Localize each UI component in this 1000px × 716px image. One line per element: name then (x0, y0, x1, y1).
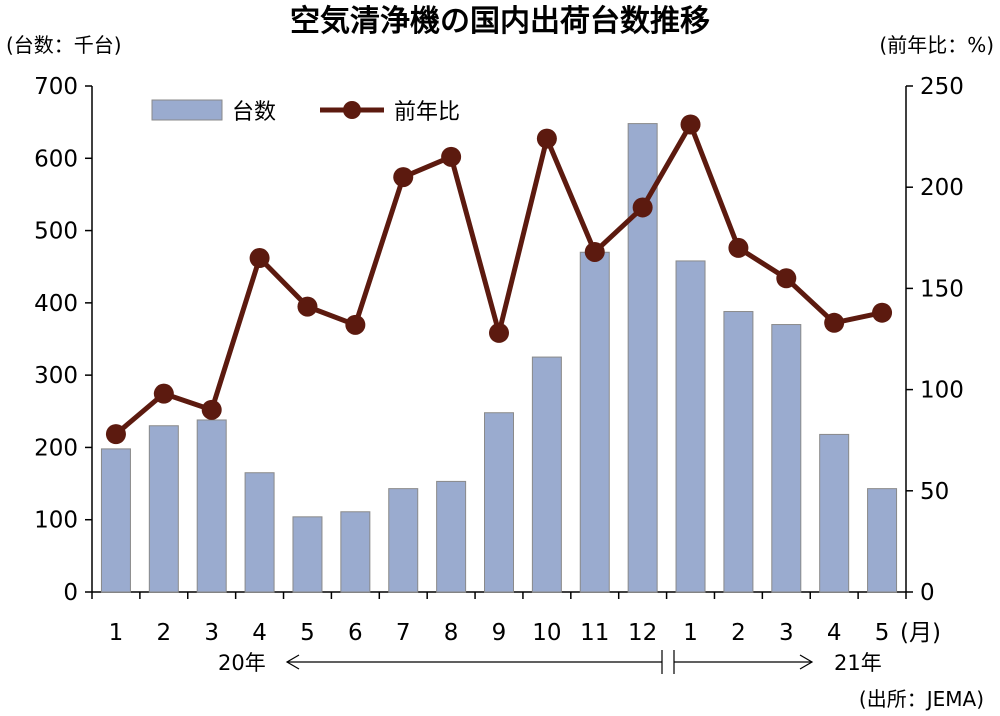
line-point (728, 237, 749, 258)
bar (531, 356, 562, 593)
x-tick-label: 1 (683, 620, 698, 646)
line-point (297, 296, 318, 317)
x-tick-label: 8 (444, 620, 459, 646)
line-point (824, 312, 845, 333)
line-point (872, 302, 893, 323)
x-tick-label: 11 (580, 620, 609, 646)
x-tick-label: 1 (109, 620, 124, 646)
legend-line-label: 前年比 (394, 100, 460, 125)
x-tick-label: 2 (731, 620, 746, 646)
legend: 台数 前年比 (151, 99, 460, 125)
bar (436, 480, 467, 593)
x-tick-label: 5 (300, 620, 315, 646)
bar-series (100, 123, 898, 593)
y-left-tick-label: 0 (63, 580, 78, 606)
y-left-tick-label: 500 (34, 219, 78, 245)
y-left-tick-label: 700 (34, 74, 78, 100)
line-path (114, 121, 883, 437)
x-tick-label: 5 (875, 620, 890, 646)
chart-title: 空気清浄機の国内出荷台数推移 (290, 4, 710, 39)
line-series (105, 114, 893, 445)
period-2020-arrow-head (285, 654, 300, 670)
y-left-tick-label: 200 (34, 435, 78, 461)
line-point (632, 197, 653, 218)
bar (675, 260, 706, 593)
y-left-tick-label: 100 (34, 508, 78, 534)
year-label-2020: 20年 (218, 651, 266, 675)
x-tick-label: 2 (157, 620, 172, 646)
bar (100, 448, 131, 593)
y-left-tick-label: 600 (34, 146, 78, 172)
x-tick-label: 9 (492, 620, 507, 646)
line-point (489, 322, 509, 343)
line-point (201, 399, 222, 420)
line-point (584, 241, 605, 262)
line-point (536, 128, 557, 149)
y-right-tick-label: 50 (920, 479, 949, 505)
line-point (393, 167, 414, 188)
x-tick-label: 6 (348, 620, 363, 646)
bar (196, 419, 227, 593)
y-right-tick-label: 100 (920, 378, 964, 404)
x-tick-label: 12 (628, 620, 657, 646)
y-left-axis-label: (台数：千台) (6, 33, 122, 57)
bar (771, 324, 802, 593)
bar (388, 488, 419, 593)
x-tick-label: 4 (252, 620, 267, 646)
bar (244, 472, 275, 593)
x-axis-unit: (月) (900, 620, 941, 646)
line-point (680, 114, 701, 135)
y-left-tick-label: 400 (34, 291, 78, 317)
x-tick-label: 4 (827, 620, 842, 646)
y-left-tick-label: 300 (34, 363, 78, 389)
y-right-tick-label: 0 (920, 580, 935, 606)
y-right-axis-label: (前年比：%) (879, 33, 994, 57)
bar (723, 311, 754, 593)
x-tick-label: 3 (779, 620, 794, 646)
bar (819, 433, 850, 593)
bar (148, 425, 179, 593)
legend-bar-label: 台数 (232, 100, 276, 125)
bar (292, 516, 323, 593)
legend-bar-swatch (151, 99, 223, 121)
line-point (153, 383, 174, 404)
x-tick-label: 3 (204, 620, 219, 646)
source-note: (出所：JEMA) (859, 687, 984, 711)
x-tick-label: 7 (396, 620, 411, 646)
line-point (441, 146, 462, 167)
line-point (345, 314, 366, 335)
y-right-tick-label: 150 (920, 276, 964, 302)
line-point (776, 268, 797, 289)
bar (579, 251, 610, 593)
bar (867, 488, 898, 593)
line-point (105, 424, 126, 445)
x-tick-label: 10 (532, 620, 561, 646)
period-2021-arrow-head (799, 654, 814, 670)
y-right-tick-label: 250 (920, 74, 964, 100)
year-label-2021: 21年 (834, 651, 882, 675)
line-point (249, 248, 270, 269)
bar (340, 511, 371, 593)
y-right-tick-label: 200 (920, 175, 964, 201)
period-markers: 20年 21年 (218, 650, 882, 675)
legend-line-marker (343, 101, 361, 119)
bar (484, 412, 514, 593)
